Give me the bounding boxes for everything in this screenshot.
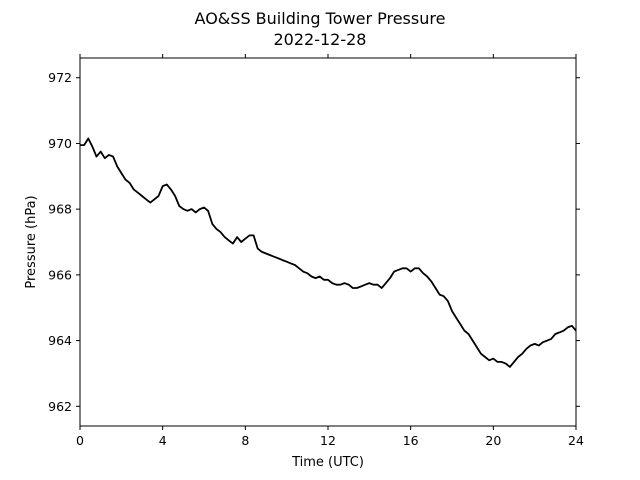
x-axis-label: Time (UTC) (291, 455, 364, 470)
y-tick-label: 966 (48, 267, 72, 282)
x-tick-label: 0 (76, 433, 84, 448)
y-tick-label: 970 (48, 136, 72, 151)
pressure-series-line (80, 137, 577, 368)
y-tick-label: 972 (48, 70, 72, 85)
x-tick-label: 24 (568, 433, 584, 448)
y-tick-label: 964 (48, 333, 72, 348)
y-tick-label: 962 (48, 399, 72, 414)
axis-ticks: 0 4 8 12 16 20 24 962 964 966 968 970 972 (48, 54, 584, 448)
x-tick-label: 4 (159, 433, 167, 448)
x-tick-label: 20 (485, 433, 501, 448)
chart-title: AO&SS Building Tower Pressure (195, 9, 446, 28)
plot-area-frame (79, 57, 577, 427)
x-tick-label: 16 (403, 433, 419, 448)
y-axis-label: Pressure (hPa) (24, 195, 39, 288)
x-tick-label: 8 (241, 433, 249, 448)
x-tick-label: 12 (320, 433, 336, 448)
chart-subtitle: 2022-12-28 (274, 30, 367, 49)
y-tick-label: 968 (48, 202, 72, 217)
